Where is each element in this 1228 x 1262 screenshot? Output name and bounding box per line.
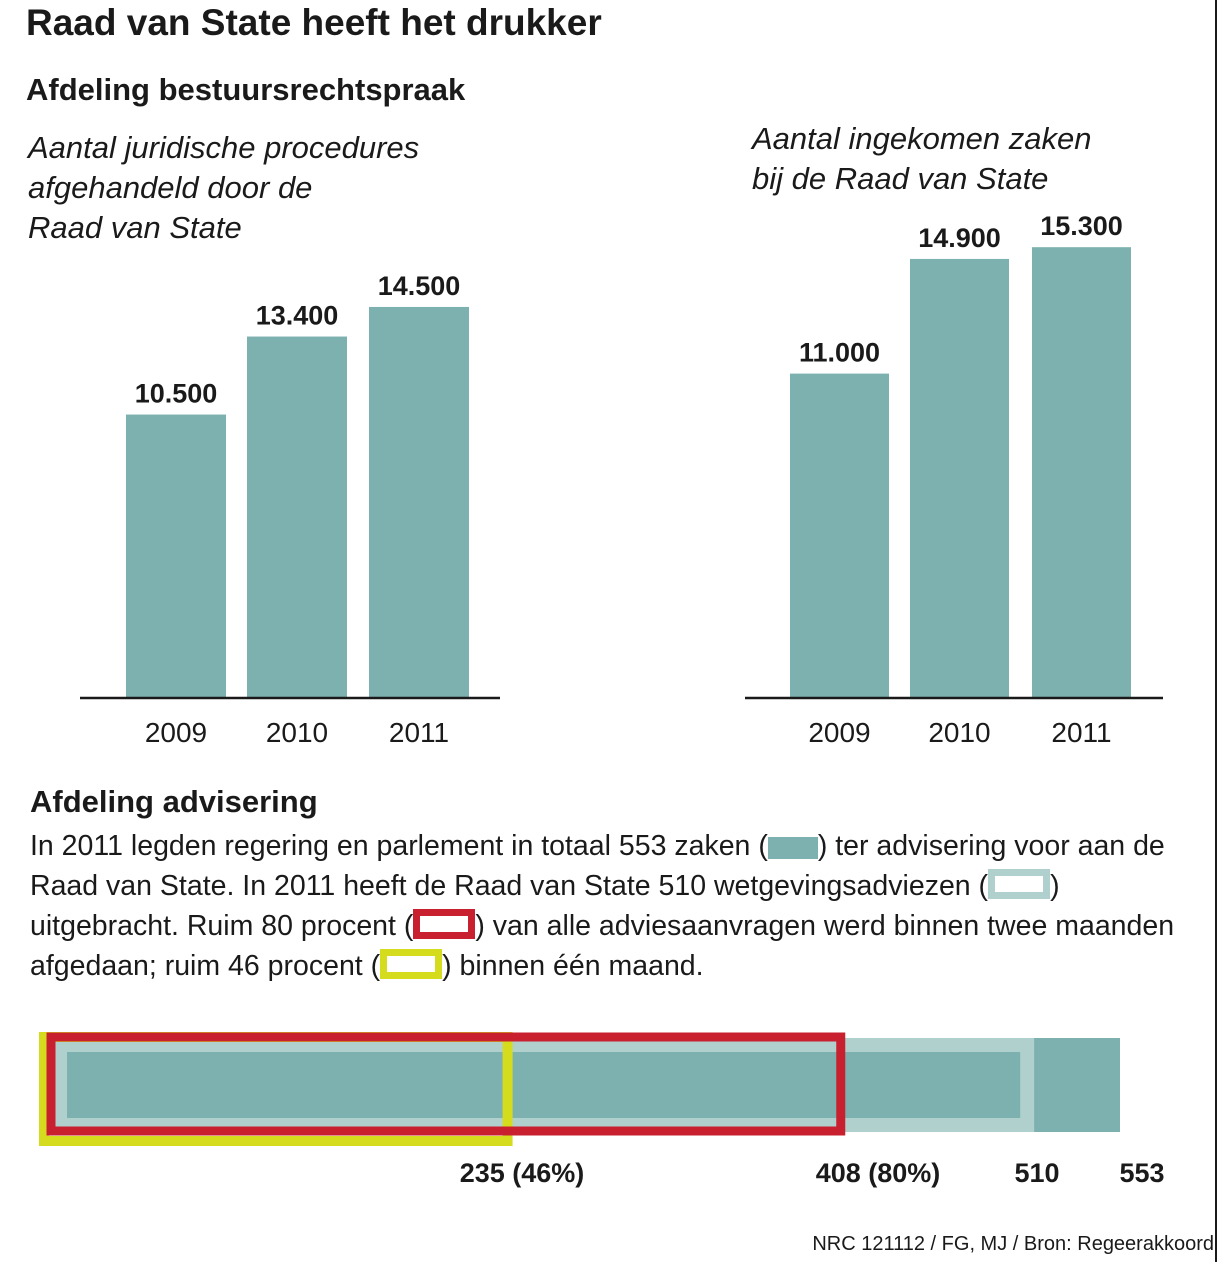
box-two-months-408 [46, 1032, 846, 1136]
category-label-2011: 2011 [389, 717, 449, 748]
source-credit: NRC 121112 / FG, MJ / Bron: Regeerakkoor… [812, 1233, 1214, 1255]
category-label-2009: 2009 [145, 717, 207, 748]
value-label-2010: 14.900 [918, 223, 1001, 253]
bar-charts-svg: 10.500 2009 13.400 2010 14.500 2011 11.000 200… [80, 211, 1163, 748]
advisering-nested-bar: 235 (46%) 408 (80%) 510 553 [39, 1032, 1165, 1188]
bar-2011 [1032, 247, 1131, 697]
value-label-2009: 10.500 [135, 379, 218, 409]
bar-2009 [126, 414, 226, 697]
section-heading-bestuursrechtspraak: Afdeling bestuursrechtspraak [26, 72, 466, 107]
paragraph-part-4: ) van alle adviesaanvragen werd binnen t… [30, 910, 1175, 982]
paragraph-part-1: In 2011 legden regering en parlement in … [30, 830, 768, 862]
chart1-procedures: 10.500 2009 13.400 2010 14.500 2011 [80, 271, 500, 748]
category-label-2010: 2010 [928, 717, 990, 748]
bar-total-553 [55, 1038, 1120, 1132]
segment-label-408: 408 (80%) [816, 1158, 941, 1188]
paragraph-part-3: ) uitgebracht. Ruim 80 procent ( [30, 870, 1060, 942]
bar-advice-510 [53, 1038, 1035, 1132]
value-label-2011: 14.500 [378, 271, 461, 301]
value-label-2010: 13.400 [256, 301, 339, 331]
chart2-ingekomen-zaken: 11.000 2009 14.900 2010 15.300 2011 [745, 211, 1163, 748]
right-border-rule [1215, 0, 1217, 1262]
advice-swatch [988, 869, 1051, 899]
value-label-2011: 15.300 [1040, 211, 1123, 241]
bar-2009 [790, 373, 889, 697]
bar-2011 [369, 306, 469, 697]
two-months-swatch [413, 909, 476, 939]
segment-label-553: 553 [1119, 1158, 1164, 1188]
total-cases-swatch [767, 837, 818, 859]
segment-label-510: 510 [1014, 1158, 1059, 1188]
value-label-2009: 11.000 [799, 338, 880, 368]
one-month-swatch [380, 949, 443, 979]
page-title: Raad van State heeft het drukker [26, 2, 602, 43]
category-label-2009: 2009 [808, 717, 870, 748]
category-label-2011: 2011 [1051, 717, 1111, 748]
paragraph-part-5: ) binnen één maand. [442, 950, 704, 982]
advisering-paragraph: In 2011 legden regering en parlement in … [30, 826, 1180, 986]
bar-2010 [910, 258, 1009, 697]
segment-label-235: 235 (46%) [460, 1158, 585, 1188]
bar-2010 [247, 336, 347, 697]
section-heading-advisering: Afdeling advisering [30, 784, 318, 819]
advisering-bar-svg: 235 (46%) 408 (80%) 510 553 [39, 1032, 1165, 1188]
chart1-title: Aantal juridische procedures afgehandeld… [28, 130, 420, 245]
chart2-title: Aantal ingekomen zaken bij de Raad van S… [752, 121, 1092, 196]
category-label-2010: 2010 [266, 717, 328, 748]
paragraph-part-2: ) ter advisering voor aan de Raad van St… [30, 830, 1165, 902]
